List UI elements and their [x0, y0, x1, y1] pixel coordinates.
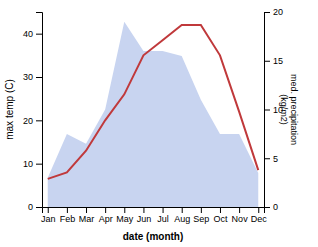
axis-line — [265, 13, 271, 208]
y-axis-title: max temp (C) — [4, 79, 15, 140]
tick-label: 5 — [273, 154, 278, 164]
plot: Jan FebMar AprMayJun Jul AugSep Oct NovDec 0 10 2… — [4, 7, 299, 242]
y-axis: 0 10 20 30 40 — [23, 13, 43, 213]
tick-label: Jan — [41, 214, 56, 224]
tick-mark — [264, 12, 270, 13]
tick-mark — [105, 207, 106, 213]
tick-mark — [264, 158, 270, 159]
y2-axis-title: med. precipitation(kg/m2) — [279, 74, 299, 145]
tick: Feb — [60, 207, 76, 224]
tick-mark — [86, 207, 87, 213]
tick: 0 — [28, 202, 42, 212]
tick-label: 0 — [28, 202, 33, 212]
tick: 40 — [23, 29, 42, 39]
tick: May — [116, 207, 134, 224]
tick-mark — [36, 34, 42, 35]
tick-label: 15 — [273, 56, 283, 66]
tick-mark — [201, 207, 202, 213]
x-axis-title: date (month) — [123, 231, 184, 242]
line — [48, 25, 259, 179]
tick-mark — [36, 120, 42, 121]
tick-mark — [182, 207, 183, 213]
tick-label: 10 — [23, 159, 33, 169]
tick-mark — [67, 207, 68, 213]
tick: Dec — [251, 207, 268, 224]
area — [48, 22, 259, 207]
x-axis: Jan FebMar AprMayJun Jul AugSep Oct NovDec — [41, 207, 267, 224]
tick-mark — [36, 207, 42, 208]
tick-label: 40 — [23, 29, 33, 39]
tick-label: 0 — [273, 202, 278, 212]
tick: Jul — [157, 207, 169, 224]
tick-mark — [124, 207, 125, 213]
tick-mark — [163, 207, 164, 213]
tick-mark — [264, 110, 270, 111]
tick: Jun — [137, 207, 152, 224]
y2-axis-title-line: med. precipitation — [289, 74, 299, 145]
tick-mark — [264, 207, 270, 208]
y2-axis-title-line: (kg/m2) — [279, 94, 289, 125]
tick: Nov — [232, 207, 249, 224]
tick-label: Mar — [79, 214, 95, 224]
tick-label: 30 — [23, 72, 33, 82]
tick-label: 20 — [273, 7, 283, 17]
tick: 30 — [23, 72, 42, 82]
tick-label: Jun — [137, 214, 152, 224]
tick-mark — [143, 207, 144, 213]
tick-label: Dec — [251, 214, 268, 224]
marks — [48, 22, 259, 207]
tick-mark — [258, 207, 259, 213]
tick: Mar — [79, 207, 95, 224]
tick-mark — [239, 207, 240, 213]
tick-label: Sep — [193, 214, 209, 224]
tick: Oct — [213, 207, 228, 224]
tick-label: 20 — [23, 116, 33, 126]
axis-line — [36, 13, 43, 208]
tick-label: Nov — [232, 214, 249, 224]
tick-mark — [36, 164, 42, 165]
tick-label: Jul — [157, 214, 169, 224]
tick-label: Oct — [213, 214, 228, 224]
tick-mark — [264, 61, 270, 62]
tick-label: Feb — [60, 214, 76, 224]
tick-label: Aug — [174, 214, 190, 224]
tick-mark — [36, 77, 42, 78]
tick-label: Apr — [99, 214, 113, 224]
tick: Aug — [174, 207, 190, 224]
chart: Jan FebMar AprMayJun Jul AugSep Oct NovDec 0 10 2… — [0, 0, 318, 247]
tick-mark — [220, 207, 221, 213]
tick-label: May — [116, 214, 134, 224]
tick: Apr — [99, 207, 113, 224]
tick: 20 — [23, 116, 42, 126]
tick: 10 — [23, 159, 42, 169]
tick: 0 — [264, 202, 278, 212]
tick: Jan — [41, 207, 56, 224]
axis-line — [43, 208, 265, 214]
tick-mark — [48, 207, 49, 213]
tick: Sep — [193, 207, 209, 224]
tick: 15 — [264, 56, 283, 66]
tick: 5 — [264, 154, 278, 164]
tick: 20 — [264, 7, 283, 17]
